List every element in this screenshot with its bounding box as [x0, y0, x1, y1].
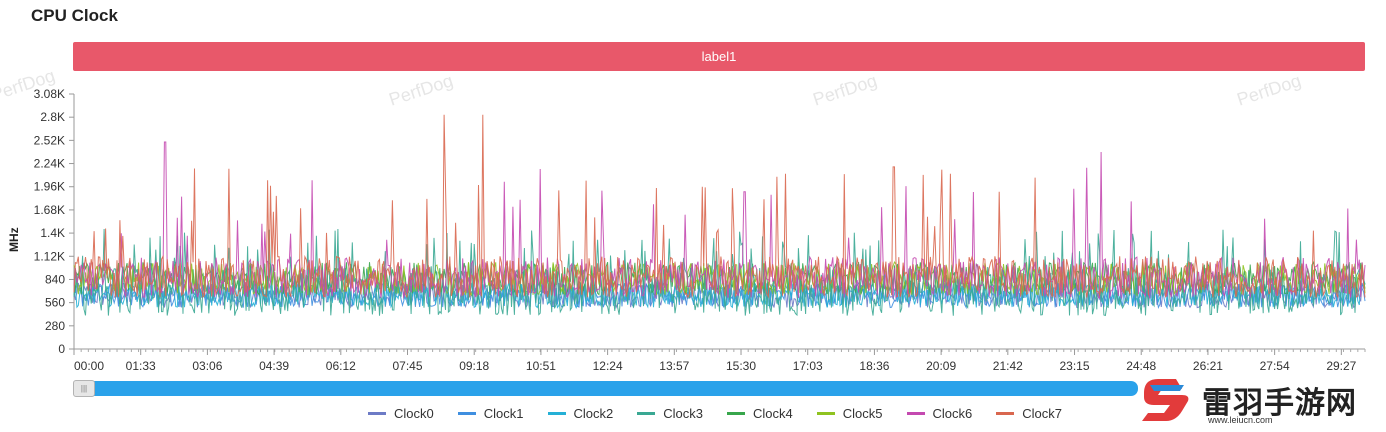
x-tick-label: 10:51	[526, 359, 556, 373]
legend-swatch	[996, 412, 1015, 415]
legend-item-clock1[interactable]: Clock1	[457, 406, 524, 421]
x-tick-label: 13:57	[659, 359, 689, 373]
y-tick-label: 560	[45, 296, 65, 310]
x-tick-label: 29:27	[1326, 359, 1356, 373]
legend-label: Clock4	[753, 406, 793, 421]
legend-label: Clock6	[932, 406, 973, 421]
legend-label: Clock1	[483, 406, 524, 421]
brand-url: www.leiucn.com	[1208, 415, 1273, 425]
legend-swatch	[547, 412, 566, 415]
y-tick-label: 1.96K	[34, 180, 65, 194]
legend-label: Clock0	[394, 406, 434, 421]
y-tick-label: 840	[45, 272, 65, 286]
x-tick-label: 26:21	[1193, 359, 1223, 373]
series-lines	[73, 114, 1366, 317]
label-bar-text: label1	[701, 49, 737, 64]
legend-label: Clock2	[573, 406, 614, 421]
x-tick-label: 07:45	[392, 359, 422, 373]
zoom-slider-handle[interactable]: |||	[73, 380, 95, 397]
x-tick-label: 03:06	[192, 359, 222, 373]
x-tick-label: 09:18	[459, 359, 489, 373]
y-tick-label: 1.12K	[34, 249, 65, 263]
y-tick-label: 2.24K	[34, 157, 65, 171]
brand-name: 雷羽手游网	[1202, 386, 1357, 421]
x-tick-label: 06:12	[326, 359, 356, 373]
x-tick-label: 23:15	[1060, 359, 1090, 373]
cpu-clock-chart[interactable]: 0 280 560 840 1.12K 1.4K 1.68K 1.96K 2.24K 2.52K 2…	[0, 0, 1386, 380]
x-tick-label: 27:54	[1260, 359, 1290, 373]
y-axis: 0 280 560 840 1.12K 1.4K 1.68K 1.96K 2.24K 2.52K 2…	[34, 87, 75, 356]
x-tick-label: 17:03	[793, 359, 823, 373]
chart-title: CPU Clock	[31, 6, 118, 25]
legend-swatch	[727, 412, 745, 415]
y-tick-label: 1.4K	[40, 226, 65, 240]
brand-logo-block: 雷羽手游网	[1136, 371, 1381, 429]
legend-swatch	[906, 412, 925, 415]
legend-item-clock4[interactable]: Clock4	[727, 406, 793, 421]
legend-label: Clock5	[842, 406, 883, 421]
y-tick-label: 1.68K	[34, 203, 65, 217]
zoom-slider-track[interactable]	[73, 381, 1138, 396]
x-tick-label: 12:24	[593, 359, 623, 373]
legend-item-clock0[interactable]: Clock0	[368, 406, 434, 421]
x-tick-label: 15:30	[726, 359, 756, 373]
legend-item-clock2[interactable]: Clock2	[547, 406, 614, 421]
x-tick-label: 20:09	[926, 359, 956, 373]
label-bar[interactable]: label1	[73, 42, 1365, 71]
x-tick-label: 24:48	[1126, 359, 1156, 373]
y-tick-label: 280	[45, 319, 65, 333]
x-axis: 00:00 01:33 03:06 04:39 06:12 07:45 09:18 10:51…	[73, 348, 1366, 373]
series-line-clock7	[73, 114, 1366, 299]
legend: Clock0 Clock1 Clock2 Clock3 Clock4 Clock5 Cloc…	[368, 406, 1062, 421]
brand-logo-icon	[1142, 379, 1189, 421]
y-axis-label: MHz	[7, 227, 21, 252]
legend-swatch	[637, 412, 656, 415]
legend-item-clock5[interactable]: Clock5	[816, 406, 883, 421]
legend-item-clock6[interactable]: Clock6	[906, 406, 973, 421]
legend-item-clock7[interactable]: Clock7	[996, 406, 1062, 421]
x-tick-label: 04:39	[259, 359, 289, 373]
x-tick-label: 18:36	[859, 359, 889, 373]
x-tick-label: 21:42	[993, 359, 1023, 373]
x-tick-label: 01:33	[126, 359, 156, 373]
y-tick-label: 2.8K	[40, 110, 65, 124]
legend-swatch	[368, 412, 386, 415]
grip-icon: |||	[80, 384, 88, 393]
y-tick-label: 2.52K	[34, 133, 65, 147]
y-tick-label: 0	[58, 342, 65, 356]
y-tick-label: 3.08K	[34, 87, 65, 101]
legend-label: Clock3	[663, 406, 703, 421]
x-tick-label: 00:00	[74, 359, 104, 373]
legend-swatch	[816, 412, 835, 415]
legend-swatch	[457, 412, 476, 415]
legend-item-clock3[interactable]: Clock3	[637, 406, 703, 421]
legend-label: Clock7	[1022, 406, 1062, 421]
